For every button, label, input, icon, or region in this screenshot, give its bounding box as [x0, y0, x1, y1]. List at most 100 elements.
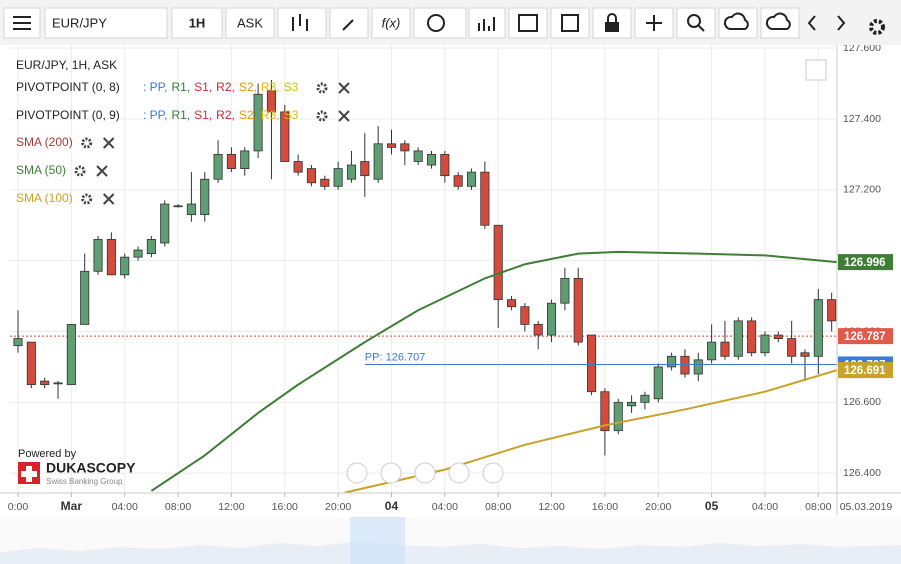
y-tick-label: 127.400 — [843, 113, 881, 125]
candle-body — [293, 161, 303, 173]
candle-body — [680, 355, 690, 375]
candle-body — [400, 143, 410, 152]
candle-body — [773, 334, 783, 339]
candle-body — [360, 161, 370, 177]
draw-button[interactable] — [329, 7, 369, 39]
report-button[interactable] — [550, 7, 590, 39]
indicator-name: SMA (50) — [16, 163, 66, 177]
candle-body — [106, 239, 116, 276]
x-tick-label: 20:00 — [325, 501, 351, 513]
settings-icon — [316, 110, 328, 122]
reset-zoom[interactable] — [414, 462, 436, 484]
symbol-button[interactable]: EUR/JPY — [44, 7, 168, 39]
period: 1H — [189, 15, 206, 30]
candle-body — [720, 341, 730, 357]
candle-body — [266, 90, 276, 113]
info-button[interactable] — [413, 7, 467, 39]
x-tick-label: 20:00 — [645, 501, 671, 513]
settings-button[interactable] — [869, 19, 885, 35]
menu-button[interactable] — [3, 7, 41, 39]
settings-icon — [81, 137, 93, 149]
price-label: 126.996 — [844, 257, 886, 269]
candle-body — [560, 277, 570, 304]
functions-button[interactable]: f(x) — [371, 7, 411, 39]
x-tick-label: 08:00 — [485, 501, 511, 513]
scroll-left[interactable] — [346, 462, 368, 484]
functions: f(x) — [382, 15, 401, 30]
pivot-level: R2, — [216, 80, 235, 94]
candle-body — [520, 306, 530, 325]
pivot-level: S1, — [194, 80, 212, 94]
x-tick-label: 16:00 — [272, 501, 298, 513]
candle-body — [627, 401, 637, 407]
candle-body — [66, 324, 76, 386]
plot-area: PP: 126.707 — [10, 45, 838, 494]
indicator-name: SMA (100) — [16, 191, 73, 205]
x-tick-label: Mar — [61, 499, 83, 513]
candle-body — [13, 338, 23, 347]
candle-body — [186, 203, 196, 216]
brand-tagline: Swiss Banking Group — [46, 477, 123, 486]
candle-body — [693, 359, 703, 375]
candle-body — [213, 154, 223, 180]
zoom-out[interactable] — [380, 462, 402, 484]
indicators-button[interactable] — [468, 7, 506, 39]
pivot-level: S1, — [194, 108, 212, 122]
current-date: 05.03.2019 — [840, 501, 893, 513]
x-tick-label: 04 — [385, 499, 399, 513]
x-tick-label: 04:00 — [752, 501, 778, 513]
crosshair-button[interactable] — [634, 7, 674, 39]
candle-body — [533, 324, 543, 336]
x-tick-label: 0:00 — [8, 501, 29, 513]
navigator-window[interactable] — [350, 517, 405, 564]
zoom-button[interactable] — [676, 7, 716, 39]
pivot-level: S3 — [284, 108, 299, 122]
candle-body — [373, 143, 383, 180]
chart-type-button[interactable] — [277, 7, 327, 39]
maximize-button[interactable] — [805, 59, 827, 81]
candle-body — [80, 270, 90, 325]
close-icon — [102, 137, 115, 149]
pivot-level: : PP, — [143, 80, 167, 94]
side-button[interactable]: ASK — [225, 7, 275, 39]
pivot-level: S2, — [239, 80, 257, 94]
axes: 05.03.2019 126.400126.600126.800127.0001… — [0, 42, 901, 515]
pivot-levels: : PP, R1, S1, R2, S2, R3, S3 — [143, 80, 299, 94]
forward-button[interactable] — [837, 15, 846, 31]
x-tick-label: 08:00 — [805, 501, 831, 513]
pivot-label: PP: 126.707 — [365, 351, 426, 363]
candle-body — [346, 164, 357, 180]
period-button[interactable]: 1H — [171, 7, 223, 39]
upload-button[interactable] — [718, 7, 758, 39]
candle-body — [813, 299, 823, 357]
pivot-level: R3, — [261, 80, 280, 94]
pivot-level: R1, — [171, 80, 190, 94]
candle-body — [386, 143, 397, 148]
x-tick-label: 04:00 — [112, 501, 138, 513]
scroll-right[interactable] — [482, 462, 504, 484]
instrument-label: EUR/JPY, 1H, ASK — [16, 58, 117, 72]
price-label-bg — [838, 328, 893, 345]
candle-body — [333, 168, 343, 187]
candle-body — [53, 382, 63, 385]
lock-button[interactable] — [592, 7, 632, 39]
candle-body — [733, 320, 743, 357]
candle-body — [613, 401, 623, 432]
back-button[interactable] — [807, 15, 816, 31]
download-button[interactable] — [760, 7, 800, 39]
candle-body — [280, 111, 290, 162]
calendar-button[interactable] — [508, 7, 548, 39]
close-icon — [96, 165, 108, 177]
zoom-controls — [346, 462, 504, 484]
candle-body — [800, 352, 810, 357]
candle-body — [173, 205, 183, 208]
powered-by: Powered by — [18, 448, 77, 460]
navigator — [0, 517, 901, 564]
zoom-in[interactable] — [448, 462, 470, 484]
sma-line — [150, 250, 838, 492]
symbol: EUR/JPY — [52, 15, 107, 30]
y-tick-label: 126.400 — [843, 467, 881, 479]
candle-body — [120, 256, 130, 276]
